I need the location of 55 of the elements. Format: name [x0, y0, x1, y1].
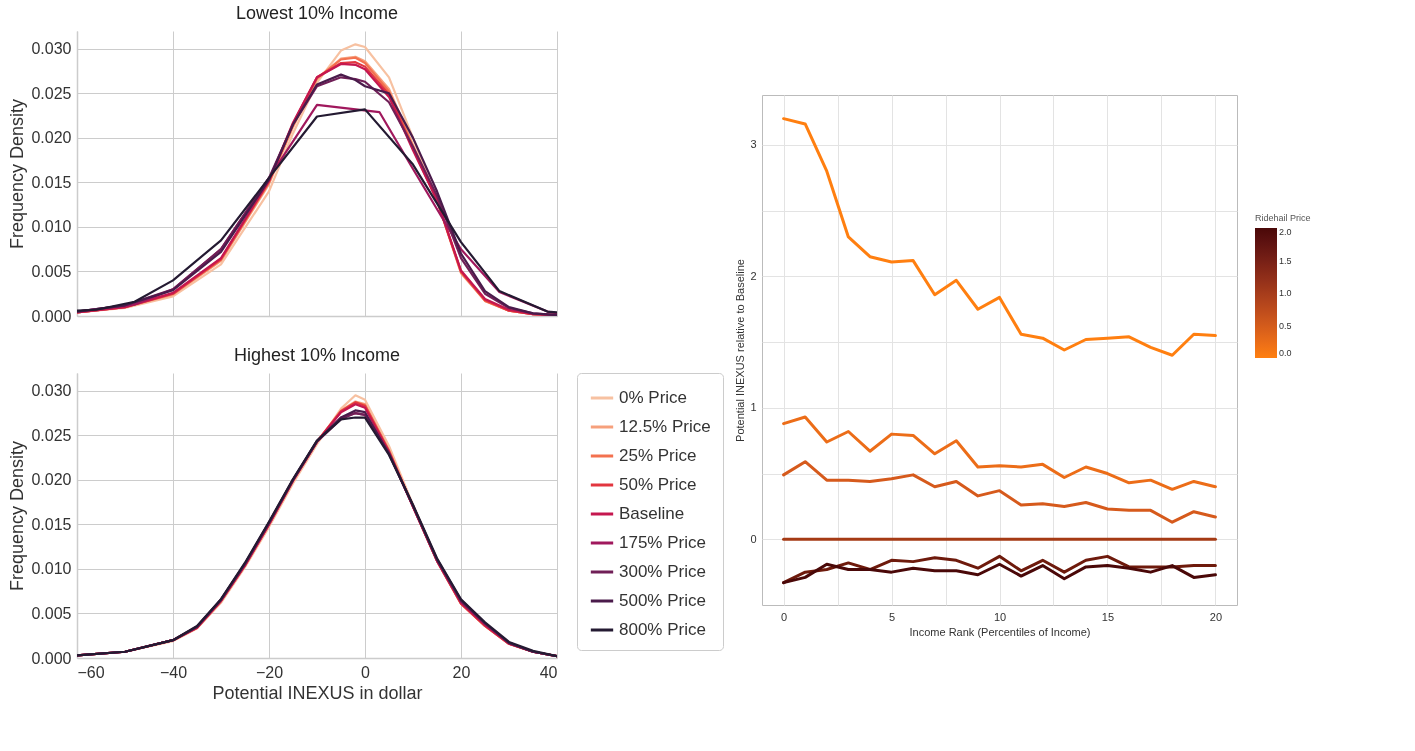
- legend-label: 25% Price: [619, 446, 697, 465]
- x-axis-title: Income Rank (Percentiles of Income): [909, 625, 1091, 638]
- line-series: [782, 562, 1217, 585]
- x-tick-label: 5: [888, 610, 896, 623]
- y-tick-label: 3: [750, 138, 757, 151]
- color-bar-label: 2.0: [1279, 227, 1292, 237]
- x-tick-label: 40: [539, 663, 558, 681]
- x-tick-label: 20: [1209, 610, 1223, 623]
- y-tick-label: 0.025: [31, 426, 72, 444]
- y-tick-label: 1: [750, 401, 757, 414]
- x-tick-label: 0: [361, 663, 371, 681]
- y-tick-label: 0.005: [31, 604, 72, 622]
- y-tick-label: 0.010: [31, 560, 72, 578]
- y-tick-label: 0.000: [31, 307, 72, 325]
- x-tick-label: 0: [781, 610, 788, 623]
- x-tick-label: −40: [159, 663, 188, 681]
- y-tick-label: 2: [750, 269, 757, 282]
- y-tick-label: 0.015: [31, 173, 72, 191]
- line-series: [782, 117, 1217, 357]
- y-tick-label: 0.030: [31, 382, 72, 400]
- x-axis-title: Potential INEXUS in dollar: [212, 682, 423, 703]
- legend-label: 175% Price: [619, 533, 706, 552]
- legend-label: 50% Price: [619, 475, 697, 494]
- legend-label: 500% Price: [619, 591, 706, 610]
- x-tick-label: 10: [993, 610, 1007, 623]
- line-series: [782, 415, 1217, 491]
- y-tick-label: 0.000: [31, 649, 72, 667]
- legend-label: Baseline: [619, 504, 685, 523]
- y-tick-label: 0.020: [31, 129, 72, 147]
- x-tick-label: −60: [77, 663, 105, 681]
- legend-label: 300% Price: [619, 562, 706, 581]
- color-bar-label: 1.5: [1279, 255, 1292, 266]
- legend-label: 0% Price: [619, 388, 688, 407]
- y-axis-title: Potential INEXUS relative to Baseline: [734, 259, 747, 442]
- y-tick-label: 0.005: [31, 262, 72, 280]
- line-series: [782, 460, 1217, 524]
- color-bar-label: 0.5: [1279, 320, 1292, 331]
- legend-label: 12.5% Price: [619, 417, 711, 436]
- color-bar-title: Ridehail Price: [1255, 213, 1311, 223]
- x-tick-label: 15: [1101, 610, 1115, 623]
- color-bar-label: 1.0: [1279, 288, 1292, 298]
- chart-title: Lowest 10% Income: [235, 3, 399, 23]
- x-tick-label: 20: [452, 663, 471, 681]
- y-tick-label: 0.020: [31, 471, 72, 489]
- y-tick-label: 0.010: [31, 218, 72, 236]
- y-tick-label: 0.030: [31, 40, 72, 58]
- y-axis-title: Frequency Density: [7, 98, 28, 250]
- y-tick-label: 0.015: [31, 515, 72, 533]
- chart-title: Highest 10% Income: [233, 344, 401, 365]
- y-axis-title: Frequency Density: [7, 440, 28, 592]
- x-tick-label: −20: [255, 663, 284, 681]
- color-bar-label: 0.0: [1279, 348, 1292, 358]
- y-tick-label: 0.025: [31, 84, 72, 102]
- y-tick-label: 0: [750, 532, 757, 545]
- legend-label: 800% Price: [619, 620, 706, 639]
